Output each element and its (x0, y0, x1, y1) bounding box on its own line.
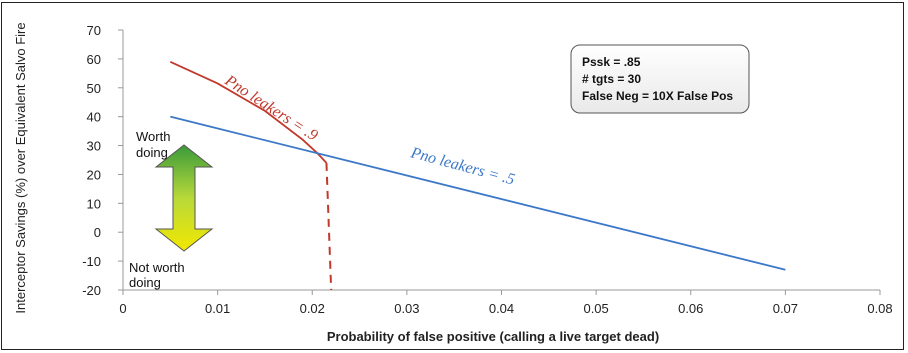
y-tick-label: 70 (87, 23, 101, 38)
series-dashed-line-0 (325, 162, 333, 291)
worth-doing-arrow (154, 144, 214, 252)
y-tick-label: -10 (82, 254, 101, 269)
x-tick-label: 0 (119, 301, 126, 316)
y-tick-label: 30 (87, 139, 101, 154)
x-tick-label: 0.01 (205, 301, 230, 316)
y-axis-title: Interceptor Savings (%) over Equivalent … (13, 22, 28, 313)
not-worth-label-line2: doing (129, 275, 161, 290)
y-tick-label: 40 (87, 110, 101, 125)
y-tick-label: 0 (94, 225, 101, 240)
worth-label-line2: doing (136, 145, 168, 160)
info-box: Pssk = .85 # tgts = 30 False Neg = 10X F… (570, 44, 750, 114)
series-label-p05: Pno leakers = .5 (408, 144, 517, 188)
info-line-false-neg: False Neg = 10X False Pos (582, 89, 733, 103)
y-tick-label: 50 (87, 81, 101, 96)
worth-label-line1: Worth (136, 129, 170, 144)
series-line-1 (170, 115, 786, 271)
x-tick-label: 0.06 (678, 301, 703, 316)
x-tick-label: 0.08 (867, 301, 892, 316)
y-tick-label: 10 (87, 196, 101, 211)
x-tick-label: 0.03 (394, 301, 419, 316)
info-line-tgts: # tgts = 30 (582, 72, 641, 86)
y-tick-label: 20 (87, 167, 101, 182)
info-line-pssk: Pssk = .85 (582, 55, 641, 69)
y-tick-label: 60 (87, 52, 101, 67)
x-tick-label: 0.04 (489, 301, 514, 316)
x-axis-title: Probability of false positive (calling a… (327, 329, 659, 344)
x-tick-label: 0.02 (300, 301, 325, 316)
x-tick-label: 0.05 (583, 301, 608, 316)
y-tick-label: -20 (82, 283, 101, 298)
series-line-0 (169, 60, 328, 164)
x-tick-label: 0.07 (773, 301, 798, 316)
not-worth-label-line1: Not worth (129, 260, 185, 275)
